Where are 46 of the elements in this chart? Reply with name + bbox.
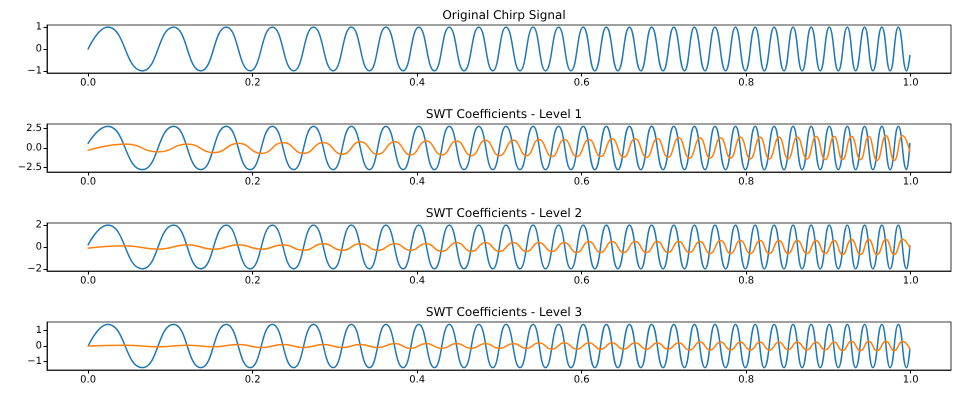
chart-title: SWT Coefficients - Level 2 xyxy=(426,206,582,220)
y-tick-label: 0 xyxy=(36,44,42,54)
x-tick-label: 0.0 xyxy=(80,276,96,286)
y-tick-label: 0 xyxy=(36,242,42,252)
y-tick-label: 1 xyxy=(36,325,42,336)
x-tick-label: 1.0 xyxy=(902,78,919,88)
y-tick-label: −1 xyxy=(27,65,42,76)
y-tick-label: 0.0 xyxy=(26,142,42,154)
x-tick-label: 0.2 xyxy=(244,78,261,88)
x-tick-label: 0.8 xyxy=(738,78,754,88)
line-series xyxy=(87,224,911,270)
line-series xyxy=(87,324,911,368)
x-tick-label: 0.2 xyxy=(244,176,261,188)
x-tick-label: 0.4 xyxy=(409,78,426,88)
x-tick-label: 0.4 xyxy=(409,176,426,188)
line-series xyxy=(87,340,911,352)
chart-title: SWT Coefficients - Level 3 xyxy=(426,305,582,319)
x-tick-label: 0.6 xyxy=(574,374,590,386)
x-tick-label: 1.0 xyxy=(902,176,919,188)
x-tick-label: 0.4 xyxy=(409,374,426,386)
y-tick-label: 1 xyxy=(36,22,42,33)
x-tick-label: 0.8 xyxy=(738,276,754,286)
x-tick-label: 0.6 xyxy=(574,176,590,188)
line-series xyxy=(87,134,911,162)
y-tick-label: −2 xyxy=(27,263,42,274)
x-tick-label: 0.2 xyxy=(244,276,261,286)
x-tick-label: 0.4 xyxy=(409,276,426,286)
line-series xyxy=(87,238,911,256)
x-tick-label: 0.0 xyxy=(80,374,96,386)
x-tick-label: 1.0 xyxy=(902,374,919,386)
x-tick-label: 0.0 xyxy=(80,78,96,88)
y-tick-label: 2.5 xyxy=(26,123,42,134)
y-tick-label: −2.5 xyxy=(18,162,42,173)
y-tick-label: 0 xyxy=(36,340,42,352)
y-tick-label: 2 xyxy=(36,220,42,231)
x-tick-label: 0.6 xyxy=(574,276,590,286)
chart-title: Original Chirp Signal xyxy=(442,8,566,22)
y-tick-label: −1 xyxy=(27,356,42,367)
x-tick-label: 1.0 xyxy=(902,276,919,286)
chart-title: SWT Coefficients - Level 1 xyxy=(426,107,582,121)
x-tick-label: 0.8 xyxy=(738,374,754,386)
line-series xyxy=(87,26,911,72)
x-tick-label: 0.6 xyxy=(574,78,590,88)
x-tick-label: 0.0 xyxy=(80,176,96,188)
x-tick-label: 0.8 xyxy=(738,176,754,188)
x-tick-label: 0.2 xyxy=(244,374,261,386)
